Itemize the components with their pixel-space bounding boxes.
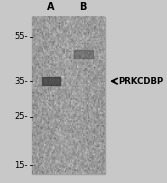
- Text: A: A: [47, 1, 55, 12]
- Text: 15-: 15-: [14, 161, 28, 170]
- Text: 25-: 25-: [14, 112, 28, 121]
- Text: B: B: [79, 1, 87, 12]
- Bar: [42, 77, 60, 85]
- Text: 35-: 35-: [14, 77, 28, 86]
- Bar: [32, 17, 105, 174]
- Text: 55-: 55-: [14, 32, 28, 41]
- Bar: [74, 50, 93, 58]
- Text: PRKCDBP: PRKCDBP: [119, 77, 164, 86]
- Text: © ProSci Inc.: © ProSci Inc.: [53, 120, 93, 146]
